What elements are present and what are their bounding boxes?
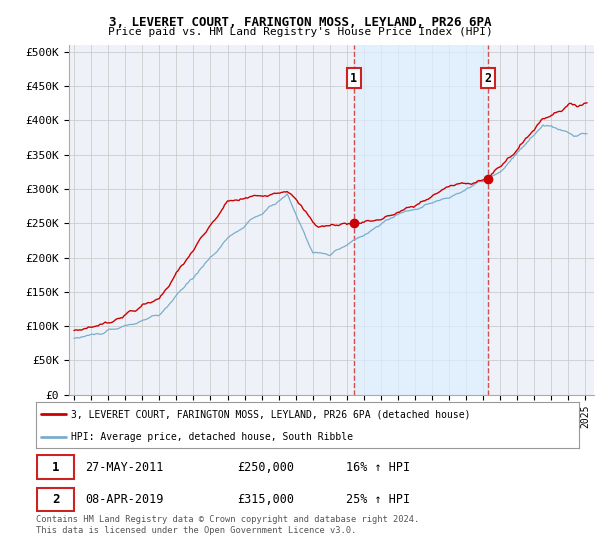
Text: Price paid vs. HM Land Registry's House Price Index (HPI): Price paid vs. HM Land Registry's House … [107,27,493,38]
Text: Contains HM Land Registry data © Crown copyright and database right 2024.
This d: Contains HM Land Registry data © Crown c… [36,515,419,535]
Text: HPI: Average price, detached house, South Ribble: HPI: Average price, detached house, Sout… [71,432,353,442]
Text: 2: 2 [52,493,59,506]
Text: 16% ↑ HPI: 16% ↑ HPI [346,461,410,474]
FancyBboxPatch shape [37,488,74,511]
Bar [353,45,488,395]
Text: 08-APR-2019: 08-APR-2019 [85,493,163,506]
Text: 3, LEVERET COURT, FARINGTON MOSS, LEYLAND, PR26 6PA (detached house): 3, LEVERET COURT, FARINGTON MOSS, LEYLAN… [71,409,471,419]
FancyBboxPatch shape [37,455,74,479]
Text: 3, LEVERET COURT, FARINGTON MOSS, LEYLAND, PR26 6PA: 3, LEVERET COURT, FARINGTON MOSS, LEYLAN… [109,16,491,29]
Text: 25% ↑ HPI: 25% ↑ HPI [346,493,410,506]
Text: 2: 2 [484,72,491,85]
Text: 1: 1 [350,72,357,85]
Text: 1: 1 [52,461,59,474]
Text: £250,000: £250,000 [237,461,294,474]
Text: £315,000: £315,000 [237,493,294,506]
Text: 27-MAY-2011: 27-MAY-2011 [85,461,163,474]
